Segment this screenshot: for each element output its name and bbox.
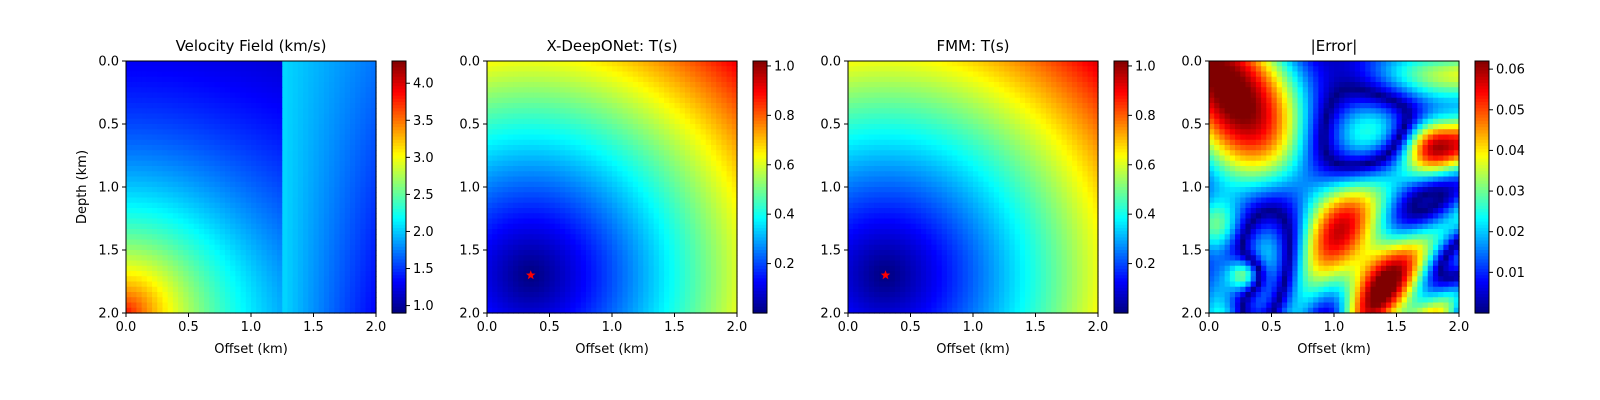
colorbar-frame bbox=[752, 60, 768, 314]
panel-3: FMM: T(s)0.0 0.5 1.0 1.5 2.00.00.51.01.52.0O… bbox=[820, 37, 1155, 357]
colorbar-tick-label: 0.04 bbox=[1496, 144, 1525, 159]
y-tick-label: 0.0 bbox=[1181, 55, 1202, 70]
x-tick-label: 0.0 bbox=[116, 320, 137, 335]
y-tick-label: 1.0 bbox=[820, 181, 841, 196]
y-tick-label: 1.5 bbox=[98, 244, 119, 259]
x-axis-label: Offset (km) bbox=[1297, 342, 1371, 357]
x-axis-label: Offset (km) bbox=[214, 342, 288, 357]
x-tick-label: 0.0 bbox=[838, 320, 859, 335]
panel-1: Velocity Field (km/s)0.0 0.5 1.0 1.5 2.00.00… bbox=[75, 37, 434, 357]
colorbar-tick-label: 1.5 bbox=[413, 262, 434, 277]
x-tick-label: 0.0 bbox=[1199, 320, 1220, 335]
x-tick-label: 1.5 bbox=[303, 320, 324, 335]
y-tick-label: 2.0 bbox=[98, 307, 119, 322]
x-tick-label: 0.5 bbox=[178, 320, 199, 335]
y-tick-label: 0.0 bbox=[820, 55, 841, 70]
y-tick-label: 0.5 bbox=[820, 118, 841, 133]
y-tick-label: 1.0 bbox=[1181, 181, 1202, 196]
heatmap-image bbox=[487, 61, 738, 314]
y-tick-label: 0.0 bbox=[98, 55, 119, 70]
y-tick-label: 1.5 bbox=[1181, 244, 1202, 259]
x-tick-label: 0.0 bbox=[477, 320, 498, 335]
colorbar-tick-label: 0.2 bbox=[1135, 257, 1156, 272]
panel-title: FMM: T(s) bbox=[936, 37, 1009, 55]
colorbar-tick-label: 3.5 bbox=[413, 114, 434, 129]
source-star-marker bbox=[880, 270, 891, 280]
panel-title: X-DeepONet: T(s) bbox=[546, 37, 677, 55]
panel-4: |Error|0.0 0.5 1.0 1.5 2.00.00.51.01.52.0Off… bbox=[1181, 37, 1525, 357]
colorbar-tick-label: 0.06 bbox=[1496, 63, 1525, 78]
x-tick-label: 0.5 bbox=[1261, 320, 1282, 335]
y-tick-label: 0.5 bbox=[98, 118, 119, 133]
colorbar-tick-label: 4.0 bbox=[413, 77, 434, 92]
colorbar-tick-label: 0.4 bbox=[1135, 208, 1156, 223]
y-tick-label: 1.5 bbox=[820, 244, 841, 259]
colorbar-tick-label: 1.0 bbox=[413, 299, 434, 314]
colorbar-tick-label: 0.6 bbox=[1135, 158, 1156, 173]
y-tick-label: 0.0 bbox=[459, 55, 480, 70]
colorbar-tick-label: 0.8 bbox=[1135, 109, 1156, 124]
colorbar-tick-label: 2.5 bbox=[413, 188, 434, 203]
colorbar-frame bbox=[1474, 60, 1490, 314]
y-tick-label: 2.0 bbox=[459, 307, 480, 322]
y-tick-label: 0.5 bbox=[1181, 118, 1202, 133]
colorbar-tick-label: 0.6 bbox=[774, 158, 795, 173]
x-tick-label: 2.0 bbox=[1449, 320, 1470, 335]
colorbar-frame bbox=[1113, 60, 1129, 314]
colorbar-tick-label: 1.0 bbox=[1135, 59, 1156, 74]
x-tick-label: 2.0 bbox=[366, 320, 387, 335]
x-axis-label: Offset (km) bbox=[936, 342, 1010, 357]
x-tick-label: 0.5 bbox=[900, 320, 921, 335]
x-tick-label: 1.0 bbox=[602, 320, 623, 335]
y-tick-label: 1.0 bbox=[459, 181, 480, 196]
colorbar-tick-label: 2.0 bbox=[413, 225, 434, 240]
x-tick-label: 1.5 bbox=[1025, 320, 1046, 335]
colorbar: 0.2 0.4 0.6 0.8 1.0 bbox=[1113, 59, 1156, 314]
heatmap-image bbox=[1209, 61, 1460, 314]
y-tick-label: 0.5 bbox=[459, 118, 480, 133]
y-axis-label: Depth (km) bbox=[75, 150, 90, 224]
y-tick-label: 1.5 bbox=[459, 244, 480, 259]
colorbar-tick-label: 0.05 bbox=[1496, 103, 1525, 118]
colorbar-tick-label: 0.8 bbox=[774, 109, 795, 124]
x-tick-label: 2.0 bbox=[1088, 320, 1109, 335]
x-tick-label: 0.5 bbox=[539, 320, 560, 335]
colorbar-tick-label: 3.0 bbox=[413, 151, 434, 166]
colorbar-tick-label: 0.2 bbox=[774, 257, 795, 272]
panel-2: X-DeepONet: T(s)0.0 0.5 1.0 1.5 2.00.00.51.0… bbox=[459, 37, 794, 357]
colorbar-tick-label: 0.02 bbox=[1496, 225, 1525, 240]
y-tick-label: 1.0 bbox=[98, 181, 119, 196]
y-tick-label: 2.0 bbox=[1181, 307, 1202, 322]
x-tick-label: 1.5 bbox=[664, 320, 685, 335]
panel-title: |Error| bbox=[1311, 37, 1358, 55]
colorbar: 0.2 0.4 0.6 0.8 1.0 bbox=[752, 59, 795, 314]
x-axis-label: Offset (km) bbox=[575, 342, 649, 357]
colorbar-tick-label: 0.03 bbox=[1496, 185, 1525, 200]
x-tick-label: 1.5 bbox=[1386, 320, 1407, 335]
colorbar: 0.01 0.02 0.03 0.04 0.05 0.06 bbox=[1474, 60, 1525, 314]
x-tick-label: 1.0 bbox=[241, 320, 262, 335]
heatmap-image bbox=[126, 61, 377, 314]
y-tick-label: 2.0 bbox=[820, 307, 841, 322]
source-star-marker bbox=[525, 270, 536, 280]
x-tick-label: 2.0 bbox=[727, 320, 748, 335]
colorbar-tick-label: 0.4 bbox=[774, 208, 795, 223]
colorbar-tick-label: 0.01 bbox=[1496, 266, 1525, 281]
panel-title: Velocity Field (km/s) bbox=[176, 37, 327, 55]
colorbar: 1.0 1.5 2.0 2.5 3.0 3.5 4.0 bbox=[391, 60, 434, 314]
colorbar-frame bbox=[391, 60, 407, 314]
x-tick-label: 1.0 bbox=[963, 320, 984, 335]
colorbar-tick-label: 1.0 bbox=[774, 59, 795, 74]
heatmap-image bbox=[848, 61, 1099, 314]
x-tick-label: 1.0 bbox=[1324, 320, 1345, 335]
